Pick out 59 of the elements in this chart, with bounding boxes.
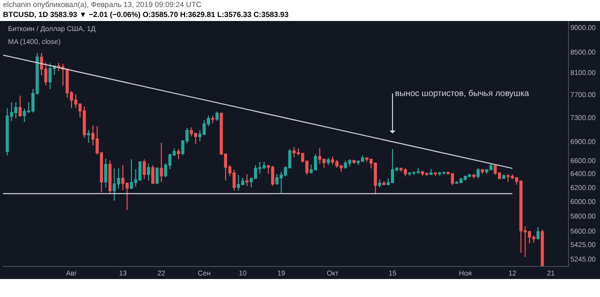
candlestick — [156, 166, 159, 184]
candlestick — [146, 163, 150, 181]
candlestick — [211, 115, 214, 124]
candlestick — [215, 111, 219, 122]
candlestick — [232, 169, 236, 192]
candlestick — [476, 168, 480, 179]
candlestick — [489, 162, 492, 170]
candlestick — [412, 171, 416, 176]
candlestick — [82, 106, 86, 138]
candlestick — [245, 174, 249, 186]
candlestick — [532, 235, 536, 244]
candlestick — [176, 148, 180, 160]
candlestick — [108, 160, 112, 194]
candlestick — [130, 158, 133, 190]
annotation: вынос шортистов, бычья ловушка — [395, 88, 530, 98]
candlestick — [382, 180, 386, 186]
candlestick — [326, 157, 330, 166]
candlestick — [536, 226, 540, 240]
candlestick — [18, 95, 22, 118]
candlestick — [434, 172, 437, 176]
candlestick — [438, 171, 442, 176]
candlestick — [480, 168, 484, 174]
candlestick — [48, 62, 52, 90]
candlestick — [378, 178, 382, 188]
candlestick — [314, 154, 318, 171]
candlestick — [292, 146, 296, 158]
candlestick — [494, 164, 497, 176]
candlestick — [450, 172, 454, 186]
candlestick — [112, 168, 116, 202]
candlestick — [540, 228, 544, 266]
candlestick — [151, 164, 154, 184]
candlestick — [104, 158, 108, 188]
candlestick — [459, 177, 463, 184]
candlestick — [318, 147, 322, 164]
candlestick — [87, 129, 90, 144]
candlestick — [404, 168, 407, 177]
candlestick — [160, 142, 163, 182]
candlestick — [390, 148, 394, 184]
candlestick — [348, 158, 352, 167]
candlestick — [502, 174, 506, 179]
candlestick — [335, 159, 338, 168]
candlestick — [374, 162, 377, 195]
candlestick — [455, 180, 458, 184]
candlestick — [429, 168, 433, 176]
candlestick — [420, 170, 424, 176]
candlestick — [506, 174, 510, 182]
candlestick — [425, 172, 428, 176]
candlestick — [472, 174, 476, 179]
candlestick — [331, 156, 334, 165]
candlestick — [352, 159, 356, 164]
candlestick — [14, 102, 18, 119]
candlestick — [271, 165, 274, 186]
candlestick — [400, 167, 403, 172]
candlestick — [142, 158, 146, 180]
candlestick — [408, 172, 412, 176]
candlestick — [262, 161, 266, 170]
candlestick — [464, 175, 467, 181]
candlestick — [416, 167, 420, 174]
candlestick — [442, 172, 446, 175]
